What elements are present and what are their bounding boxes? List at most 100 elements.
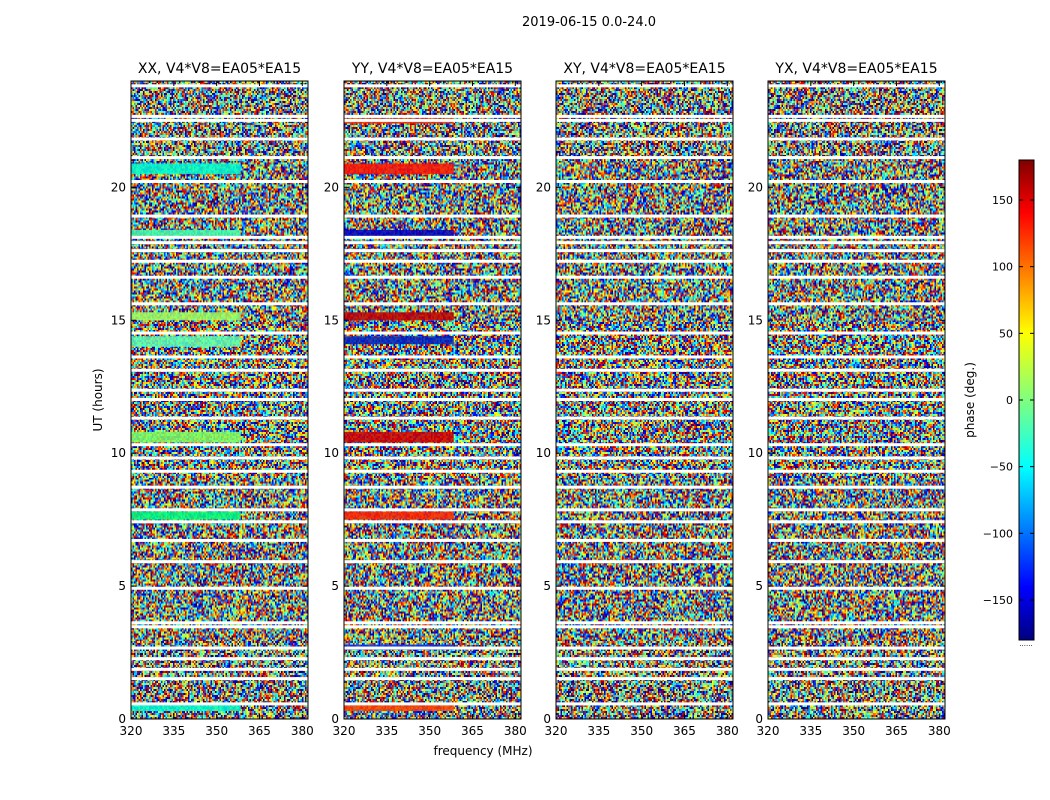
x-tick-label: 320 <box>333 724 356 738</box>
flagged-row <box>768 667 945 671</box>
panel-frame <box>767 80 946 720</box>
flagged-row <box>768 241 945 245</box>
flagged-row <box>131 180 308 184</box>
flagged-row <box>131 241 308 245</box>
flagged-row <box>556 667 733 671</box>
flagged-row <box>556 398 733 401</box>
y-tick-label: 0 <box>118 712 126 726</box>
y-tick-label: 10 <box>748 446 763 460</box>
flagged-row <box>768 520 945 524</box>
x-tick-label: 335 <box>375 724 398 738</box>
x-tick-label: 320 <box>545 724 568 738</box>
flagged-row <box>344 137 521 141</box>
flagged-row <box>131 485 308 489</box>
coherent-band <box>344 431 454 443</box>
flagged-row <box>344 625 521 629</box>
y-tick-label: 5 <box>543 579 551 593</box>
y-tick-label: 0 <box>331 712 339 726</box>
flagged-row <box>131 667 308 671</box>
flagged-row <box>131 560 308 564</box>
x-tick-label: 350 <box>842 724 865 738</box>
flagged-row <box>344 443 521 447</box>
flagged-row <box>556 416 733 420</box>
x-tick-label: 320 <box>757 724 780 738</box>
flagged-row <box>556 586 733 590</box>
flagged-row <box>556 456 733 460</box>
flagged-row <box>768 646 945 650</box>
flagged-row <box>131 416 308 420</box>
coherent-band <box>131 431 241 443</box>
x-tick-label: 365 <box>673 724 696 738</box>
colorbar: −150 −100 −50 0 50 100 150 phase (deg.) ······ <box>963 159 1035 650</box>
flagged-row <box>556 443 733 447</box>
flagged-row <box>768 156 945 160</box>
flagged-row <box>344 485 521 489</box>
flagged-row <box>556 485 733 489</box>
panel-frame <box>130 80 309 720</box>
flagged-row <box>344 214 521 218</box>
flagged-row <box>556 137 733 141</box>
panel-1: XX, V4*V8=EA05*EA15 320 335 350 365 380 0 5 10 15… <box>111 61 314 738</box>
flagged-row <box>768 214 945 218</box>
flagged-row <box>556 259 733 263</box>
flagged-row <box>344 456 521 460</box>
flagged-row <box>344 388 521 392</box>
flagged-row <box>131 302 308 306</box>
colorbar-tick-label: −150 <box>983 594 1013 607</box>
flagged-row <box>556 677 733 681</box>
y-tick-label: 15 <box>324 313 339 327</box>
flagged-row <box>344 508 521 512</box>
flagged-row <box>768 657 945 661</box>
coherent-band <box>131 163 241 175</box>
flagged-row <box>131 443 308 447</box>
flagged-row <box>768 249 945 253</box>
x-tick-label: 380 <box>716 724 739 738</box>
flagged-row <box>344 368 521 372</box>
flagged-row <box>768 114 945 118</box>
y-tick-label: 5 <box>331 579 339 593</box>
flagged-row <box>556 508 733 512</box>
y-tick-label: 10 <box>324 446 339 460</box>
flagged-row <box>556 560 733 564</box>
flagged-row <box>344 302 521 306</box>
flagged-row <box>131 331 308 335</box>
flagged-row <box>556 114 733 118</box>
colorbar-tick-label: 50 <box>999 327 1013 340</box>
flagged-row <box>344 621 521 625</box>
flagged-row <box>131 625 308 629</box>
flagged-row <box>344 241 521 245</box>
coherent-band <box>344 229 454 238</box>
panel-title: YX, V4*V8=EA05*EA15 <box>774 61 937 77</box>
flagged-row <box>344 84 521 88</box>
flagged-row <box>768 560 945 564</box>
x-axis-label: frequency (MHz) <box>433 744 532 758</box>
colorbar-tick-label: 150 <box>992 194 1013 207</box>
y-tick-label: 5 <box>118 579 126 593</box>
flagged-row <box>556 520 733 524</box>
y-tick-label: 15 <box>748 313 763 327</box>
y-axis-label: UT (hours) <box>91 368 105 431</box>
flagged-row <box>131 235 308 239</box>
y-tick-label: 20 <box>748 180 763 194</box>
colorbar-tick-label: −100 <box>983 527 1013 540</box>
flagged-row <box>556 214 733 218</box>
flagged-row <box>556 621 733 625</box>
panel-frame <box>555 80 734 720</box>
colorbar-tick-label: 100 <box>992 261 1013 274</box>
flagged-row <box>131 469 308 473</box>
flagged-row <box>768 456 945 460</box>
y-tick-label: 10 <box>536 446 551 460</box>
flagged-row <box>556 156 733 160</box>
panel-3: XY, V4*V8=EA05*EA15 320 335 350 365 380 0 5 10 15… <box>536 61 739 738</box>
flagged-row <box>344 398 521 401</box>
flagged-row <box>131 114 308 118</box>
x-tick-label: 380 <box>928 724 951 738</box>
flagged-row <box>556 538 733 542</box>
coherent-band <box>131 703 241 712</box>
flagged-row <box>344 118 521 122</box>
y-tick-label: 15 <box>536 313 551 327</box>
flagged-row <box>768 416 945 420</box>
flagged-row <box>344 520 521 524</box>
flagged-row <box>131 508 308 512</box>
flagged-row <box>556 84 733 88</box>
